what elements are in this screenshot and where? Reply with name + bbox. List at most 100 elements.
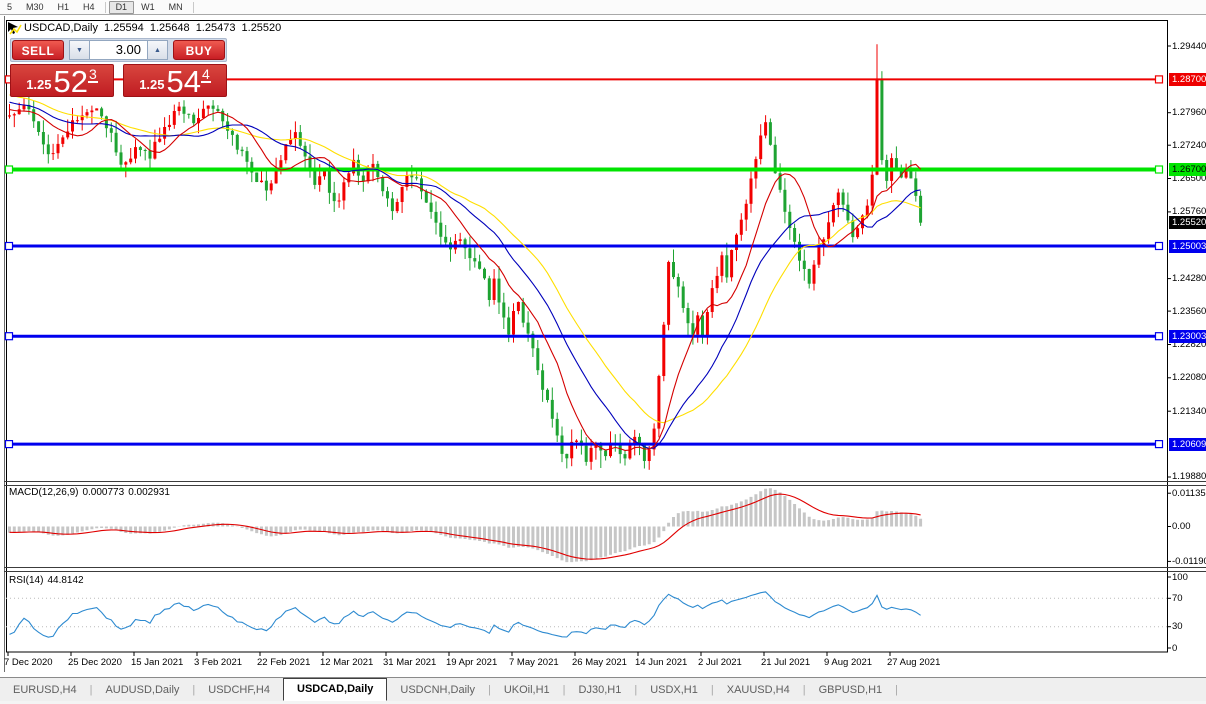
- tab-separator: |: [89, 683, 93, 696]
- date-label: 26 May 2021: [572, 657, 627, 668]
- rsi-line: [9, 591, 921, 638]
- macd-tick-label: -0.01190: [1172, 555, 1206, 567]
- level-price-chip: 1.25003: [1169, 239, 1206, 253]
- chart-tab-dj30[interactable]: DJ30,H1: [578, 683, 622, 696]
- chart-tab-usdchf[interactable]: USDCHF,H4: [208, 683, 270, 696]
- sell-quote[interactable]: 1.25 52 3: [10, 64, 114, 97]
- price-tick-label: 1.22080: [1172, 372, 1206, 384]
- rsi-tick-label: 0: [1172, 642, 1178, 654]
- buy-price-big: 54: [166, 64, 201, 99]
- candles: [8, 44, 923, 470]
- chart-tab-ukoil[interactable]: UKOil,H1: [503, 683, 550, 696]
- ma-30-line: [9, 94, 921, 424]
- buy-price-sup: 4: [201, 66, 211, 83]
- date-label: 21 Jul 2021: [761, 657, 811, 668]
- volume-down-button[interactable]: ▼: [69, 40, 90, 60]
- timeframe-button-m30[interactable]: M30: [26, 1, 44, 12]
- macd-histogram: [8, 488, 923, 563]
- macd-signal-value: 0.002931: [128, 487, 170, 498]
- chart-title-high: 1.25648: [149, 22, 190, 34]
- rsi-tick-label: 100: [1172, 571, 1188, 583]
- price-tick-label: 1.23560: [1172, 305, 1206, 317]
- date-label: 12 Mar 2021: [320, 657, 374, 668]
- date-label: 7 May 2021: [509, 657, 559, 668]
- buy-button[interactable]: BUY: [173, 40, 225, 60]
- price-tick-label: 1.27240: [1172, 139, 1206, 151]
- one-click-trade-panel: SELL ▼ 3.00 ▲ BUY 1.25 52 3 1.25 54 4: [10, 38, 227, 97]
- date-label: 19 Apr 2021: [446, 657, 498, 668]
- sell-price-prefix: 1.25: [26, 77, 52, 92]
- chart-tab-gbpusd[interactable]: GBPUSD,H1: [818, 683, 883, 696]
- chart-title-low: 1.25473: [195, 22, 236, 34]
- chart-tab-usdcnh[interactable]: USDCNH,Daily: [400, 683, 475, 696]
- rsi-tick-label: 30: [1172, 621, 1183, 633]
- macd-signal-line: [9, 493, 921, 560]
- timeframe-toolbar: 5 M30 H1 H4 D1 W1 MN: [0, 0, 1206, 15]
- chart-tab-usdx[interactable]: USDX,H1: [650, 683, 698, 696]
- timeframe-button-h4[interactable]: H4: [83, 1, 95, 12]
- horizontal-level-lines[interactable]: [4, 75, 1164, 449]
- price-tick-label: 1.25760: [1172, 206, 1206, 218]
- current-price-chip: 1.25520: [1169, 216, 1206, 230]
- tab-separator: |: [562, 683, 566, 696]
- chart-tab-usdcad[interactable]: USDCAD,Daily: [283, 678, 388, 701]
- date-label: 9 Aug 2021: [824, 657, 873, 668]
- trade-panel-row: SELL ▼ 3.00 ▲ BUY: [10, 38, 227, 62]
- buy-price-prefix: 1.25: [139, 77, 165, 92]
- chart-title-close: 1.25520: [241, 22, 282, 34]
- level-price-chip: 1.23003: [1169, 329, 1206, 343]
- timeframe-button-5[interactable]: 5: [7, 1, 13, 12]
- price-tick-label: 1.22820: [1172, 338, 1206, 350]
- volume-input[interactable]: 3.00: [90, 40, 147, 60]
- chart-title-open: 1.25594: [104, 22, 144, 34]
- date-label: 3 Feb 2021: [194, 657, 243, 668]
- toolbar-separator: [192, 1, 194, 13]
- chart-tab-xauusd[interactable]: XAUUSD,H4: [726, 683, 790, 696]
- timeframe-button-h1[interactable]: H1: [57, 1, 70, 12]
- level-price-chip: 1.28700: [1169, 72, 1206, 86]
- chevron-up-icon: ▲: [154, 47, 161, 54]
- chart-tab-bar: EURUSD,H4 | AUDUSD,Daily | USDCHF,H4 USDCAD,D…: [0, 677, 1206, 701]
- macd-tick-label: 0.01135: [1172, 487, 1206, 499]
- ma-20-line: [9, 101, 921, 449]
- tab-separator: |: [634, 683, 638, 696]
- volume-up-button[interactable]: ▲: [147, 40, 168, 60]
- timeframe-button-d1[interactable]: D1: [108, 0, 135, 14]
- rsi-label: RSI(14) 44.8142: [9, 575, 88, 586]
- window-border: [4, 16, 5, 672]
- tab-separator: |: [487, 683, 491, 696]
- chart-tab-audusd[interactable]: AUDUSD,Daily: [105, 683, 180, 696]
- date-label: 31 Mar 2021: [383, 657, 437, 668]
- date-label: 14 Jun 2021: [635, 657, 688, 668]
- chart-window: [0, 14, 1206, 677]
- sell-button[interactable]: SELL: [12, 40, 64, 60]
- price-tick-label: 1.29440: [1172, 40, 1206, 52]
- buy-quote[interactable]: 1.25 54 4: [123, 64, 227, 97]
- level-price-chip: 1.26700: [1169, 163, 1206, 177]
- date-label: 7 Dec 2020: [4, 657, 53, 668]
- price-tick-label: 1.26500: [1172, 173, 1206, 185]
- date-label: 22 Feb 2021: [257, 657, 311, 668]
- ma-10-line: [9, 109, 921, 451]
- timeframe-button-mn[interactable]: MN: [168, 1, 183, 12]
- chevron-down-icon: ▼: [76, 47, 83, 54]
- rsi-value: 44.8142: [47, 575, 84, 586]
- macd-name: MACD(12,26,9): [9, 487, 79, 498]
- price-tick-label: 1.27960: [1172, 107, 1206, 119]
- rsi-tick-label: 70: [1172, 592, 1183, 604]
- macd-label: MACD(12,26,9) 0.000773 0.002931: [9, 487, 174, 498]
- tab-separator: |: [895, 683, 898, 696]
- chart-title: USDCAD,Daily 1.25594 1.25648 1.25473 1.2…: [24, 22, 284, 34]
- sell-price-sup: 3: [88, 66, 98, 83]
- chart-tab-eurusd[interactable]: EURUSD,H4: [13, 683, 77, 696]
- timeframe-button-w1[interactable]: W1: [141, 1, 155, 12]
- toolbar-separator: [104, 1, 106, 13]
- tab-separator: |: [192, 683, 196, 696]
- date-label: 27 Aug 2021: [887, 657, 941, 668]
- tab-separator: |: [710, 683, 714, 696]
- price-tick-label: 1.21340: [1172, 405, 1206, 417]
- macd-tick-label: 0.00: [1172, 521, 1191, 532]
- sell-price-big: 52: [53, 64, 88, 99]
- date-label: 25 Dec 2020: [68, 657, 122, 668]
